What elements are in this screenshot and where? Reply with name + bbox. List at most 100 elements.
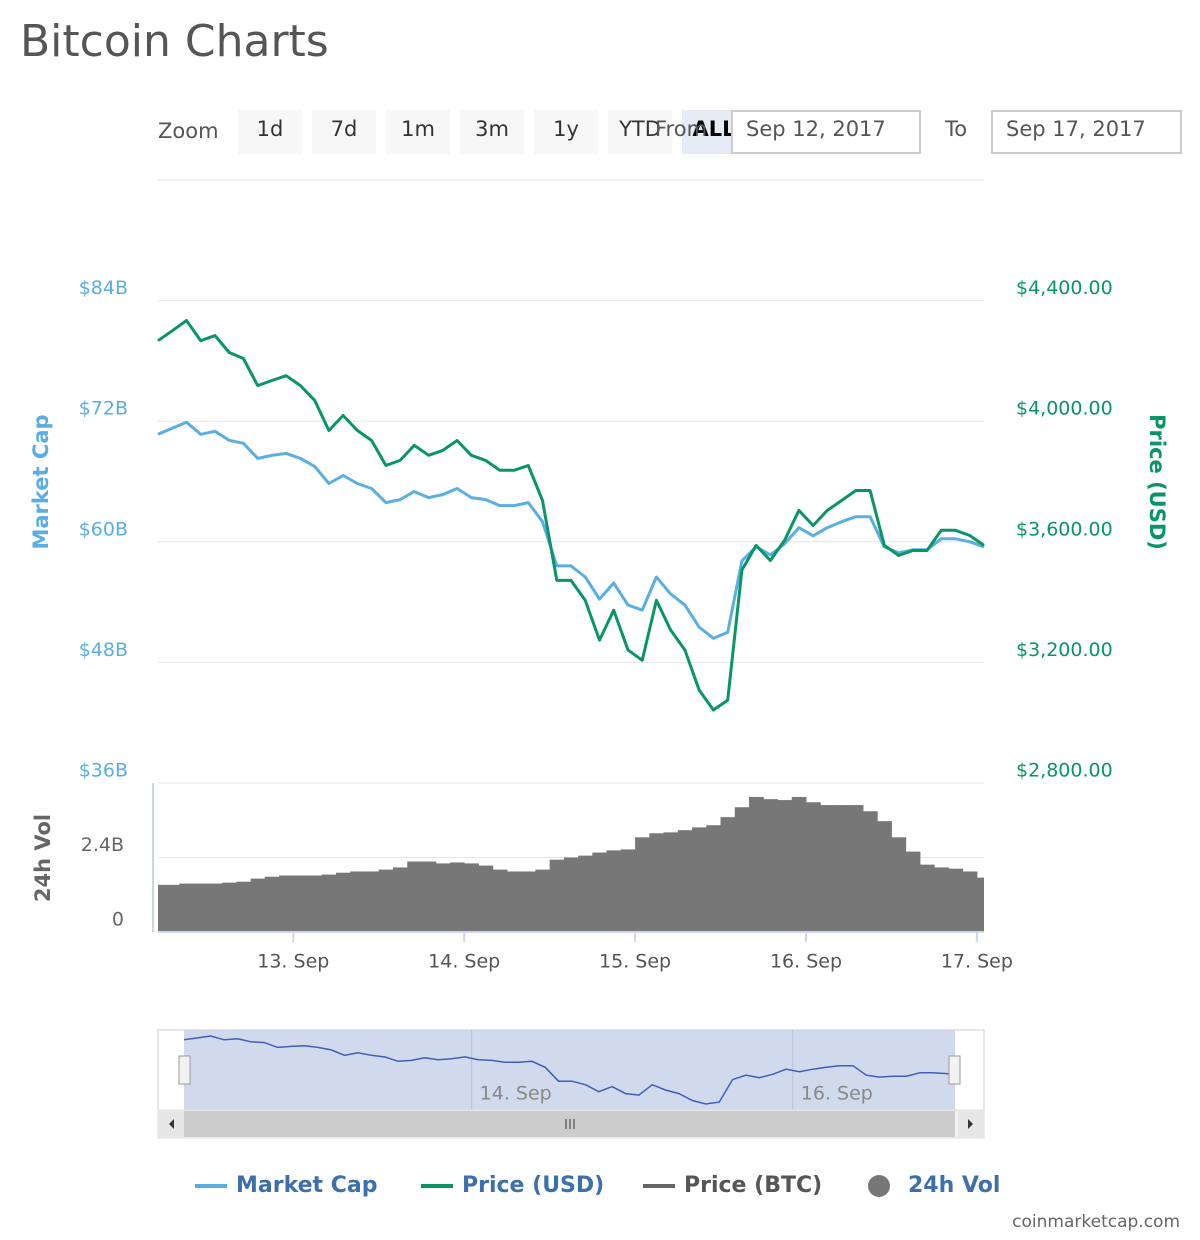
scrollbar-grip xyxy=(565,1119,575,1129)
zoom-button[interactable] xyxy=(608,110,672,154)
volume-bar xyxy=(834,805,850,932)
zoom-button-label: 3m xyxy=(475,117,509,141)
volume-bar xyxy=(435,863,451,932)
volume-bar xyxy=(179,883,195,932)
scroll-left-arrow xyxy=(169,1119,174,1129)
from-date: Sep 12, 2017 xyxy=(746,117,886,141)
y-tick-label: $36B xyxy=(79,760,128,782)
plot: $36B $48B $60B $72B $84B $2,800.00 $3,200.00 $3… xyxy=(79,277,1113,972)
legend-label[interactable]: Price (USD) xyxy=(462,1173,604,1198)
volume-bar xyxy=(378,869,394,932)
volume-bar xyxy=(820,805,835,932)
zoom-button[interactable] xyxy=(238,110,302,154)
zoom-label: Zoom xyxy=(158,119,219,143)
volume-bar xyxy=(264,876,280,932)
volume-bar xyxy=(492,869,508,932)
volume-bar xyxy=(521,871,536,932)
page-title: Bitcoin Charts xyxy=(20,16,329,67)
volume-bar xyxy=(464,863,479,932)
from-label: From xyxy=(655,117,707,141)
volume-bar xyxy=(250,878,266,932)
volume-bar xyxy=(293,875,309,932)
volume-bar xyxy=(649,833,665,932)
navigator-tick-label: 16. Sep xyxy=(801,1083,873,1105)
zoom-button[interactable] xyxy=(312,110,376,154)
zoom-button-label: 1y xyxy=(553,117,579,141)
legend-marker[interactable] xyxy=(868,1175,890,1197)
scroll-right-arrow xyxy=(968,1119,973,1129)
y-axis-title: Market Cap xyxy=(29,414,53,549)
y2-axis-title: Price (USD) xyxy=(1145,414,1169,550)
y2-tick-label: $3,600.00 xyxy=(1016,518,1113,540)
legend-label[interactable]: Market Cap xyxy=(236,1173,377,1198)
volume-bar xyxy=(578,855,593,932)
y2-tick-label: $4,400.00 xyxy=(1016,277,1113,299)
volume-bar xyxy=(948,868,964,932)
zoom-button-label: ALL xyxy=(692,117,735,141)
volume-bar xyxy=(350,871,365,932)
x-tick-label: 13. Sep xyxy=(257,951,329,973)
y-tick-label: $84B xyxy=(79,277,128,299)
volume-bar xyxy=(392,867,408,932)
x-tick-label: 17. Sep xyxy=(941,951,1013,973)
navigator-handle-right[interactable] xyxy=(948,1055,961,1085)
volume-bar xyxy=(535,869,551,932)
y2-tick-label: $4,000.00 xyxy=(1016,398,1113,420)
y-tick-label: $72B xyxy=(79,398,128,420)
zoom-button[interactable] xyxy=(534,110,598,154)
volume-bar xyxy=(407,861,422,932)
zoom-button-label: YTD xyxy=(618,117,661,141)
volume-columns xyxy=(158,796,984,932)
volume-bar xyxy=(364,871,380,932)
volume-bar xyxy=(976,877,984,932)
volume-bar xyxy=(165,884,180,932)
footer-credit: coinmarketcap.com xyxy=(1012,1212,1180,1232)
volume-bar xyxy=(749,796,764,932)
volume-bar xyxy=(677,830,693,932)
volume-bar xyxy=(279,875,294,932)
zoom-button-label: 7d xyxy=(331,117,358,141)
to-input[interactable] xyxy=(991,110,1182,154)
navigator-tick-label: 14. Sep xyxy=(480,1083,552,1105)
volume-bar xyxy=(563,857,579,932)
volume-bar xyxy=(791,796,807,932)
volume-bar xyxy=(158,884,166,932)
y3-tick-label: 0 xyxy=(112,909,124,931)
zoom-button-label: 1m xyxy=(401,117,435,141)
volume-bar xyxy=(919,864,935,932)
y3-tick-label: 2.4B xyxy=(81,834,124,856)
volume-bar xyxy=(848,805,864,932)
series-line xyxy=(157,319,985,712)
volume-bar xyxy=(692,827,707,932)
from-input[interactable] xyxy=(731,110,921,154)
navigator-content: 14. Sep 16. Sep xyxy=(183,1030,961,1110)
volume-bar xyxy=(962,871,978,932)
y2-tick-label: $2,800.00 xyxy=(1016,760,1113,782)
volume-bar xyxy=(805,802,821,932)
zoom-button-label: 1d xyxy=(257,117,284,141)
volume-bar xyxy=(606,850,622,932)
y2-tick-label: $3,200.00 xyxy=(1016,639,1113,661)
volume-bar xyxy=(222,882,237,932)
series-line xyxy=(157,420,985,640)
volume-bar xyxy=(307,875,323,932)
zoom-button[interactable] xyxy=(386,110,450,154)
legend-label[interactable]: 24h Vol xyxy=(908,1173,1000,1198)
navigator-selection[interactable] xyxy=(184,1030,955,1110)
volume-bar xyxy=(236,881,252,932)
volume-bar xyxy=(421,861,437,932)
volume-bar xyxy=(592,852,608,932)
navigator-handle-left[interactable] xyxy=(178,1055,191,1085)
x-tick-label: 15. Sep xyxy=(599,951,671,973)
legend: Market Cap Price (USD) Price (BTC) 24h Vol xyxy=(195,1173,1000,1198)
volume-bar xyxy=(635,837,650,932)
volume-bar xyxy=(720,817,736,932)
zoom-button[interactable] xyxy=(460,110,524,154)
to-date: Sep 17, 2017 xyxy=(1006,117,1146,141)
legend-label[interactable]: Price (BTC) xyxy=(684,1173,822,1198)
volume-bar xyxy=(207,883,223,932)
volume-bar xyxy=(934,867,949,932)
x-tick-label: 14. Sep xyxy=(428,951,500,973)
